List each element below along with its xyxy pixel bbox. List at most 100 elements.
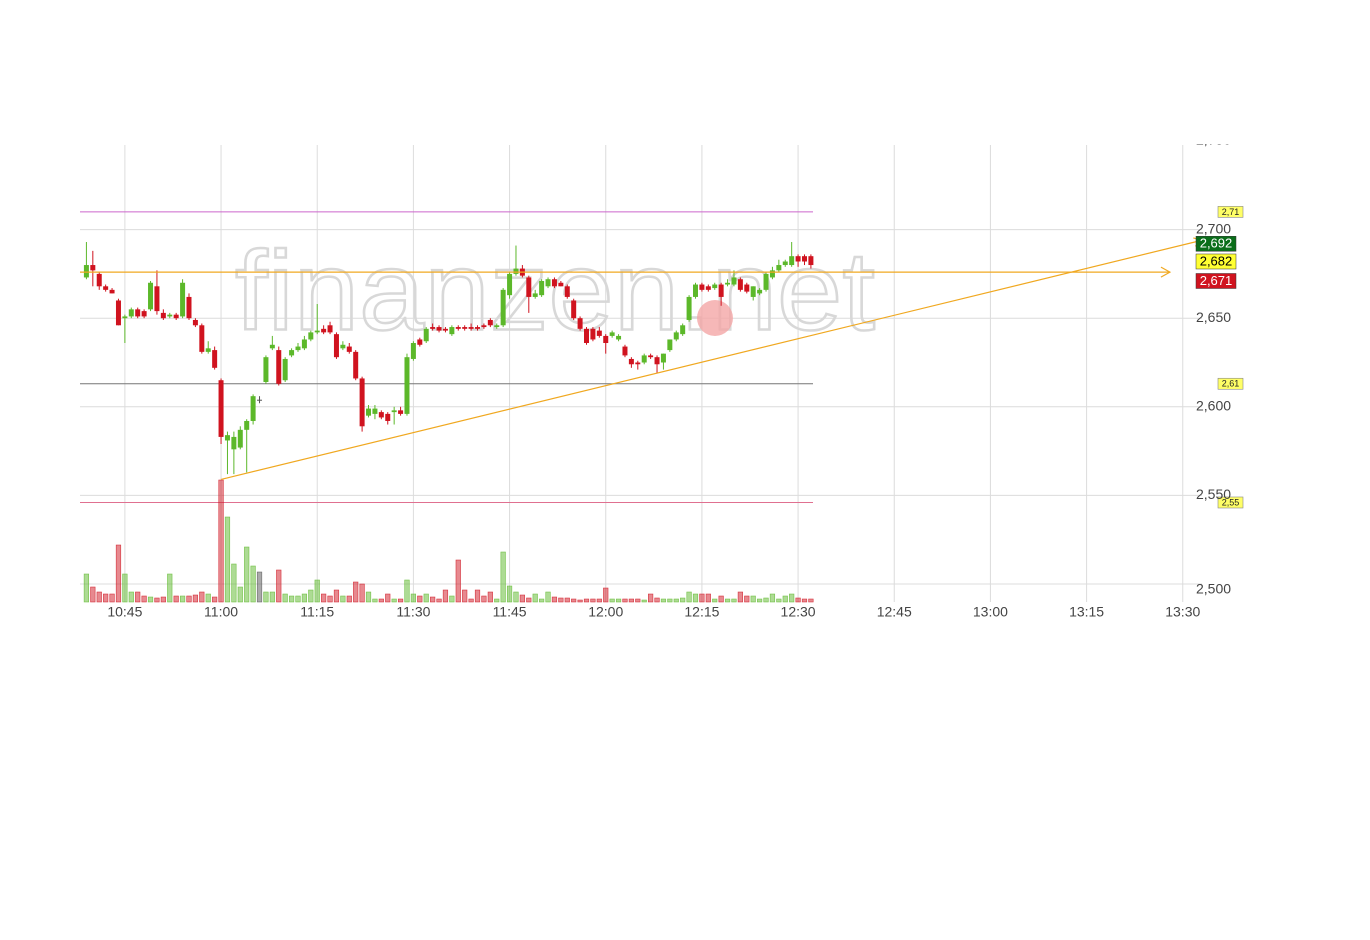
volume-bar: [808, 598, 814, 603]
candle-body: [590, 328, 596, 340]
volume-bar: [147, 596, 154, 603]
y-tick-label: 2,550: [1196, 486, 1231, 502]
candle-body: [237, 429, 243, 448]
candle-body: [500, 289, 506, 326]
candle-body: [321, 328, 327, 333]
volume-bar: [801, 598, 808, 603]
volume-bar: [680, 597, 686, 603]
volume-bar: [551, 596, 558, 603]
candle-body: [763, 273, 769, 290]
volume-bar: [750, 595, 756, 603]
volume-bar: [667, 598, 673, 603]
candle-body: [314, 330, 320, 333]
candle-body: [475, 327, 481, 329]
volume-bar: [353, 581, 359, 603]
x-tick-label: 11:45: [493, 604, 527, 620]
volume-bar: [763, 597, 769, 603]
volume-bar: [263, 591, 269, 603]
candle-body: [442, 328, 448, 331]
candle-body: [750, 286, 756, 297]
volume-bar: [218, 479, 224, 603]
volume-bar: [731, 598, 737, 603]
volume-bar: [276, 569, 282, 603]
volume-bar: [449, 595, 455, 603]
candle-body: [769, 270, 775, 278]
volume-bar: [737, 591, 743, 603]
volume-bar: [724, 598, 731, 603]
volume-bar: [372, 598, 378, 603]
candle-body: [244, 420, 250, 430]
volume-bar: [558, 597, 564, 603]
volume-bar: [423, 593, 429, 603]
volume-bar: [301, 593, 308, 603]
price-label-box: [1195, 273, 1237, 289]
volume-bar: [333, 589, 340, 603]
candle-body: [378, 412, 384, 418]
candle-body: [141, 311, 147, 317]
candle-body: [160, 312, 166, 319]
candle-body: [212, 350, 218, 368]
volume-bar: [705, 593, 711, 603]
x-tick-label: 12:00: [588, 604, 623, 620]
reference-label: 2,61: [1222, 379, 1240, 389]
volume-bar: [506, 585, 513, 603]
volume-bar: [430, 596, 436, 603]
volume-bar: [564, 597, 570, 603]
candle-body: [398, 410, 404, 414]
candle-body: [186, 296, 192, 319]
x-tick-label: 13:00: [973, 604, 1008, 620]
volume-bar: [378, 598, 384, 603]
candle-body: [468, 327, 474, 329]
volume-bar: [321, 593, 327, 603]
volume-bar: [487, 591, 493, 603]
candle-body: [507, 273, 513, 296]
candle-body: [571, 300, 577, 319]
grid: [80, 140, 1202, 602]
y-tick-label: 2,700: [1196, 220, 1231, 236]
volume-bar: [577, 599, 583, 603]
candle-body: [423, 328, 429, 342]
candle-body: [250, 396, 256, 421]
volume-bar: [776, 598, 782, 603]
volume-bar: [109, 593, 115, 603]
volume-bar: [295, 595, 301, 603]
candle-body: [167, 314, 173, 317]
volume-bar: [494, 598, 500, 603]
volume-bar: [654, 597, 660, 603]
volume-bar: [615, 598, 622, 603]
reference-label-box: [1217, 377, 1244, 390]
candle-body: [686, 296, 692, 320]
candle-body: [301, 339, 307, 349]
candle-body: [410, 343, 416, 359]
volume-bar: [795, 597, 801, 603]
reference-label-box: [1217, 206, 1244, 218]
volume-bar: [417, 595, 423, 603]
volume-bar: [789, 593, 795, 603]
volume-bar: [596, 598, 602, 603]
volume-bar: [122, 573, 128, 603]
candle-body: [417, 339, 423, 345]
volume-bar: [462, 589, 468, 603]
candle-body: [628, 358, 634, 365]
candle-body: [584, 328, 590, 344]
volume-bar: [391, 598, 397, 603]
volume-bar: [571, 598, 577, 603]
volume-bar: [673, 598, 679, 603]
volume-bar: [436, 598, 442, 603]
candle-body: [577, 318, 583, 329]
candle-body: [449, 327, 455, 335]
candle-body: [564, 286, 570, 297]
candle-body: [289, 350, 295, 356]
arrow-head: [1160, 266, 1172, 278]
volume-bar: [532, 593, 538, 603]
candle-body: [692, 284, 698, 297]
candle-body: [494, 325, 500, 328]
volume-bar: [397, 598, 404, 603]
volume-bar: [660, 598, 667, 603]
candle-body: [83, 265, 89, 278]
volume-bar: [769, 593, 776, 603]
volume-bar: [282, 593, 288, 603]
volume-bar: [231, 563, 237, 603]
candle-body: [744, 284, 750, 292]
candle-body: [372, 408, 378, 414]
